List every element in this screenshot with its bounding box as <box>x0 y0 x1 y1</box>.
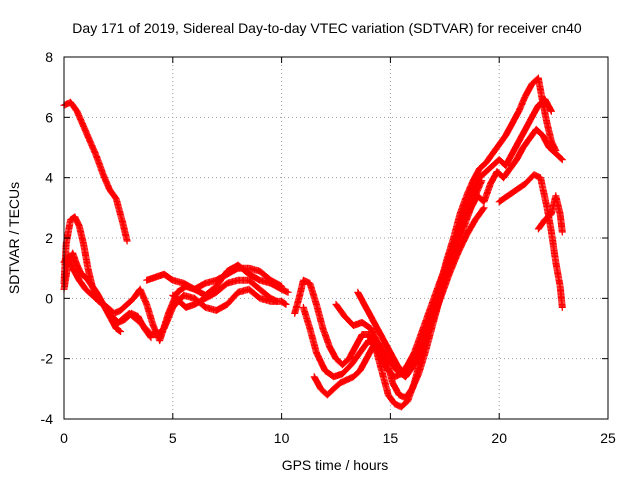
x-tick-label: 15 <box>383 430 399 446</box>
x-axis-label: GPS time / hours <box>282 457 389 473</box>
x-tick-label: 25 <box>600 430 616 446</box>
y-tick-label: 4 <box>45 170 53 186</box>
series-track-7 <box>169 276 281 311</box>
grid-lines <box>64 57 608 419</box>
series-markers <box>534 192 566 236</box>
x-tick-label: 0 <box>60 430 68 446</box>
y-axis-label: SDTVAR / TECUs <box>6 182 22 294</box>
series-markers <box>354 177 486 378</box>
y-tick-label: 6 <box>45 109 53 125</box>
y-tick-label: -4 <box>41 411 54 427</box>
x-tick-label: 10 <box>274 430 290 446</box>
series-track-6 <box>143 264 286 293</box>
y-tick-label: 2 <box>45 230 53 246</box>
x-tick-label: 20 <box>491 430 507 446</box>
series-markers <box>495 171 566 311</box>
y-tick-label: 0 <box>45 290 53 306</box>
axis-ticks: 0 5 10 15 20 25 -4 -2 0 2 4 6 8 <box>41 49 616 446</box>
series-track-13 <box>495 171 566 311</box>
y-tick-label: 8 <box>45 49 53 65</box>
series-markers <box>143 264 286 293</box>
data-series <box>60 74 566 411</box>
series-track-5 <box>114 285 290 338</box>
y-tick-label: -2 <box>41 351 54 367</box>
series-track-12 <box>354 177 486 378</box>
series-markers <box>114 285 290 338</box>
series-markers <box>169 276 281 311</box>
chart-title: Day 171 of 2019, Sidereal Day-to-day VTE… <box>72 20 582 36</box>
series-track-14 <box>534 192 566 236</box>
x-tick-label: 5 <box>169 430 177 446</box>
